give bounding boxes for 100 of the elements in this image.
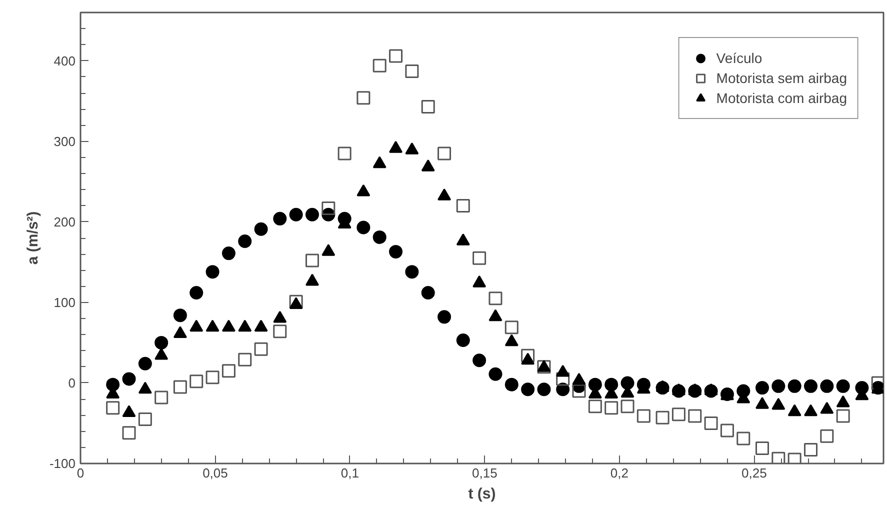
point — [620, 376, 634, 390]
point — [238, 320, 252, 332]
point — [772, 398, 786, 410]
point — [704, 416, 718, 430]
point — [820, 402, 834, 414]
point — [537, 382, 551, 396]
legend-label: Veículo — [716, 50, 762, 66]
point — [421, 286, 435, 300]
point — [438, 146, 452, 160]
point — [472, 251, 486, 265]
point — [289, 294, 303, 308]
point — [504, 320, 518, 334]
y-tick-label: -100 — [49, 456, 76, 471]
point — [572, 372, 586, 385]
point — [836, 409, 850, 423]
point — [656, 410, 670, 424]
point — [254, 342, 268, 356]
point — [254, 320, 268, 332]
point — [488, 367, 502, 381]
point — [688, 409, 702, 423]
point — [438, 188, 452, 200]
point — [154, 336, 168, 350]
point — [772, 379, 786, 393]
point — [755, 397, 769, 409]
point — [871, 376, 884, 390]
point — [804, 443, 818, 457]
point — [504, 334, 518, 346]
y-axis-title: a (m/s²) — [24, 211, 42, 265]
point — [556, 364, 570, 377]
point — [804, 379, 818, 393]
point — [389, 244, 403, 258]
x-tick-label: 0,25 — [742, 466, 767, 480]
point — [138, 356, 152, 370]
point — [788, 452, 802, 464]
point — [656, 380, 670, 392]
point — [488, 309, 502, 322]
point — [755, 441, 769, 455]
point — [238, 352, 252, 366]
point — [820, 429, 834, 443]
x-tick-label: 0,15 — [472, 466, 498, 480]
y-tick-label: 300 — [54, 134, 76, 149]
point — [688, 383, 702, 396]
point — [106, 378, 120, 392]
point — [389, 140, 403, 153]
point — [122, 405, 136, 417]
point — [154, 348, 168, 360]
point — [736, 432, 750, 446]
x-tick-label: 0,1 — [340, 466, 360, 480]
point — [788, 379, 802, 393]
point — [173, 326, 187, 338]
x-tick-label: 0,05 — [202, 466, 228, 480]
point — [372, 156, 386, 168]
point — [836, 379, 850, 393]
point — [488, 292, 502, 306]
point — [106, 401, 120, 415]
point — [504, 378, 518, 392]
point — [588, 400, 602, 414]
point — [154, 390, 168, 404]
point — [356, 184, 370, 196]
point — [421, 100, 435, 114]
point — [604, 401, 618, 415]
point — [305, 274, 319, 286]
point — [672, 383, 686, 396]
point — [421, 159, 435, 172]
point — [122, 426, 136, 440]
point — [620, 400, 634, 414]
point — [804, 404, 818, 416]
point — [322, 244, 336, 256]
point — [289, 297, 303, 310]
point — [206, 370, 220, 384]
point — [456, 334, 470, 348]
point — [389, 49, 403, 63]
point — [372, 58, 386, 72]
point — [222, 246, 236, 260]
point — [190, 286, 204, 300]
point — [190, 320, 204, 332]
point — [720, 424, 734, 438]
point — [755, 381, 769, 395]
point — [273, 310, 287, 323]
point — [190, 374, 204, 388]
point — [206, 320, 220, 332]
point — [273, 324, 287, 338]
point — [820, 379, 834, 393]
point — [305, 208, 319, 222]
point — [173, 308, 187, 322]
point — [521, 348, 535, 362]
point — [456, 234, 470, 246]
point — [556, 372, 570, 386]
point — [572, 384, 586, 398]
point — [356, 91, 370, 105]
x-tick-label: 0,2 — [610, 466, 628, 480]
point — [456, 199, 470, 213]
y-tick-label: 400 — [54, 53, 76, 68]
point — [556, 382, 570, 396]
point — [788, 404, 802, 416]
point — [521, 382, 535, 396]
point — [836, 395, 850, 408]
point — [273, 212, 287, 226]
point — [356, 220, 370, 234]
point — [338, 146, 352, 160]
